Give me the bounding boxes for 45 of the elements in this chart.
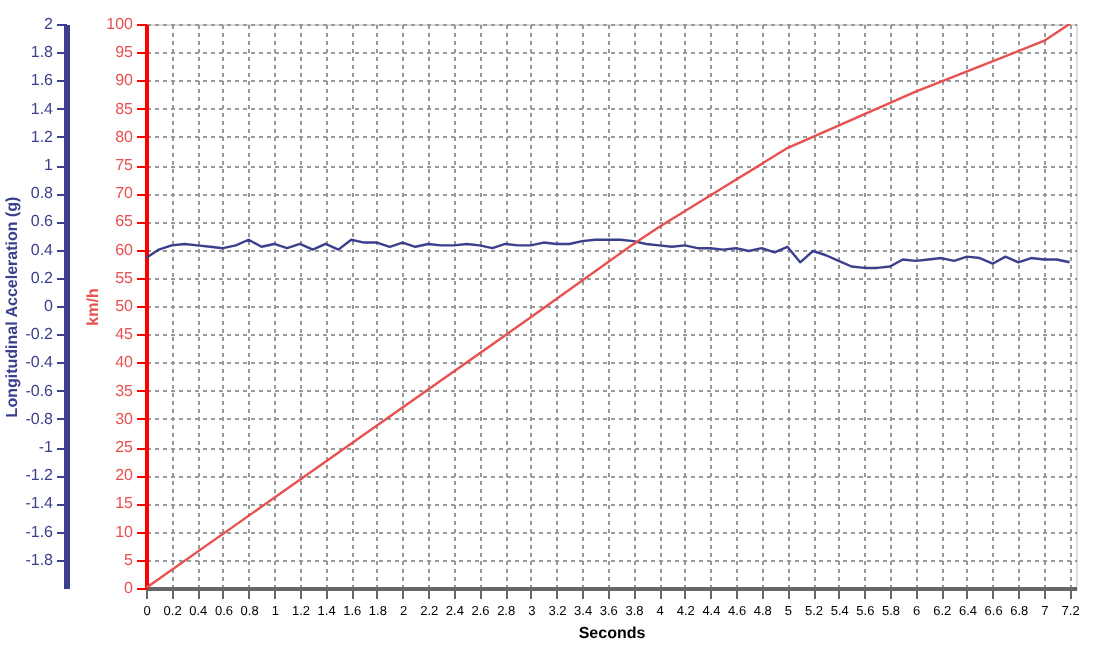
y-tick-label: 1.2 — [30, 127, 55, 146]
y2-tick-label: 15 — [115, 494, 135, 513]
y2-tick-label: 25 — [115, 438, 135, 456]
y2-tick-label: 20 — [115, 466, 135, 485]
y2-tick-label: 100 — [106, 15, 135, 33]
y2-tick-label: 0 — [124, 579, 135, 597]
y-axis-title: Longitudinal Acceleration (g) — [3, 195, 22, 418]
y-tick-label: -1.6 — [25, 522, 55, 541]
y2-tick-label: 75 — [115, 156, 135, 174]
y2-tick-label: 80 — [115, 127, 135, 146]
line-series — [146, 238, 1071, 270]
y-tick-label: 2 — [44, 15, 55, 33]
y2-tick-label: 45 — [115, 325, 135, 344]
y-tick-label: -0.4 — [25, 353, 55, 372]
y-tick-label: -1.4 — [25, 494, 55, 513]
y2-tick-label: 65 — [115, 212, 135, 231]
y2-tick-label: 95 — [115, 43, 135, 62]
y-tick-label: 0 — [44, 297, 55, 315]
y2-tick-label: 60 — [115, 240, 135, 259]
y-tick-label: 0.8 — [30, 184, 55, 203]
y2-tick-label: 55 — [115, 268, 135, 287]
y-tick-label: 0.4 — [30, 240, 55, 259]
y-tick-label: -0.6 — [25, 381, 55, 400]
y2-tick-label: 10 — [115, 522, 135, 541]
y-tick-label: -1 — [38, 438, 55, 456]
x-axis-title: Seconds — [578, 624, 647, 642]
y2-tick-label: 5 — [124, 550, 135, 569]
y2-axis-title: km/h — [84, 288, 103, 326]
y-tick-label: -0.8 — [25, 409, 55, 428]
y2-tick-label: 30 — [115, 409, 135, 428]
y-tick-label: -1.2 — [25, 466, 55, 485]
y2-tick-label: 85 — [115, 99, 135, 118]
y2-tick-label: 50 — [115, 297, 135, 315]
y-tick-label: -1.8 — [25, 550, 55, 569]
y-tick-label: -0.2 — [25, 325, 55, 344]
y-tick-label: 0.2 — [30, 268, 55, 287]
y2-tick-label: 40 — [115, 353, 135, 372]
y-tick-label: 1.6 — [30, 71, 55, 90]
y2-tick-label: 90 — [115, 71, 135, 90]
y-tick-label: 1 — [44, 156, 55, 174]
y-tick-label: 1.8 — [30, 43, 55, 62]
y2-tick-label: 70 — [115, 184, 135, 203]
y2-tick-label: 35 — [115, 381, 135, 400]
y-tick-label: 1.4 — [30, 99, 55, 118]
y-tick-label: 0.6 — [30, 212, 55, 231]
